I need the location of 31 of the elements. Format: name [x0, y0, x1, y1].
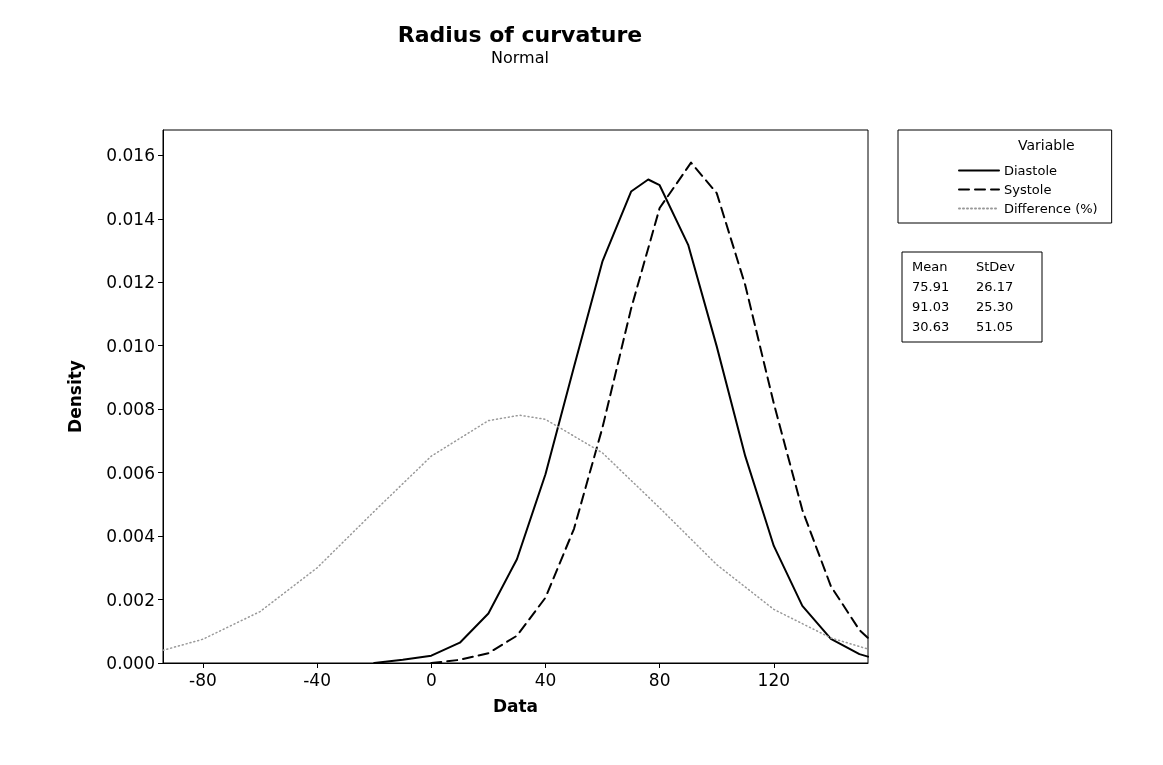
text: 51.05 — [976, 319, 1014, 334]
y-axis-title: Density — [64, 360, 85, 433]
y-tick-label: 0.014 — [106, 208, 155, 229]
chart-title: Radius of curvature — [397, 21, 643, 47]
y-tick-label: 0.002 — [106, 589, 155, 610]
text: 25.30 — [976, 299, 1014, 314]
x-tick-label: -40 — [303, 669, 332, 690]
y-tick-label: 0.000 — [106, 653, 155, 673]
y-tick-label: 0.006 — [106, 462, 155, 483]
legend-label: Diastole — [1004, 163, 1058, 178]
x-tick-label: 80 — [648, 669, 671, 690]
text: 26.17 — [976, 279, 1014, 294]
y-tick-label: 0.016 — [106, 145, 155, 166]
y-tick-label: 0.010 — [106, 335, 155, 356]
text: Mean — [912, 259, 948, 274]
legend-label: Difference (%) — [1004, 201, 1098, 216]
text: 75.91 — [912, 279, 950, 294]
y-tick-label: 0.004 — [106, 526, 155, 547]
x-axis-title: Data — [492, 695, 539, 716]
text: 91.03 — [912, 299, 950, 314]
x-tick-label: -80 — [189, 669, 217, 690]
x-tick-label: 120 — [757, 669, 791, 690]
x-tick-label: 0 — [425, 669, 437, 690]
legend-title: Variable — [1018, 137, 1075, 153]
y-tick-label: 0.012 — [106, 272, 155, 293]
legend-label: Systole — [1004, 182, 1052, 197]
chart-subtitle: Normal — [491, 47, 549, 67]
y-tick-label: 0.008 — [106, 399, 155, 420]
text: StDev — [976, 259, 1016, 274]
x-tick-label: 40 — [534, 669, 557, 690]
text: 30.63 — [912, 319, 950, 334]
